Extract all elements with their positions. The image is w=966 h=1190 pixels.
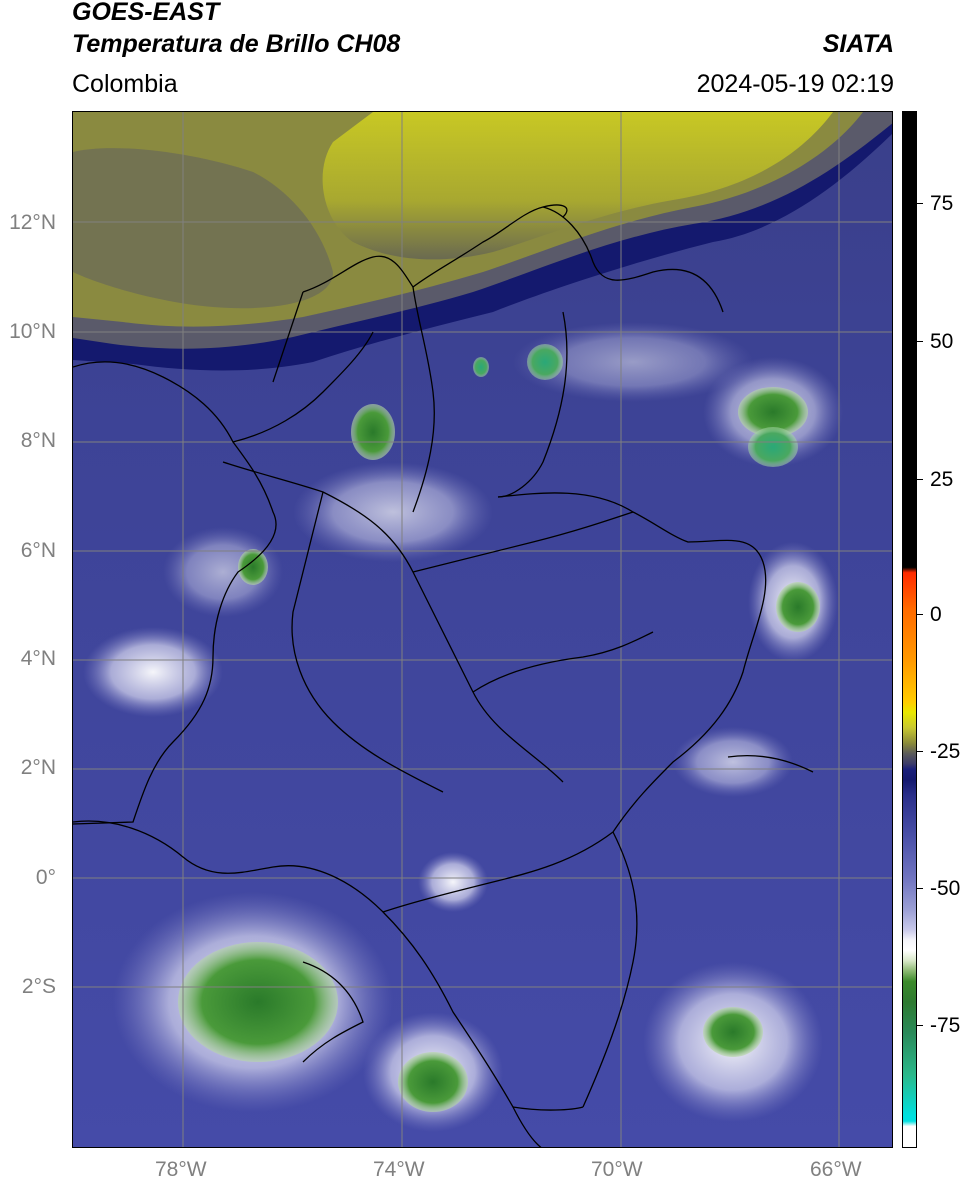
product-title: Temperatura de Brillo CH08 [72, 30, 401, 58]
lat-label: 2°N [20, 756, 56, 779]
colorbar-tick-mark [917, 479, 923, 480]
tri-border [512, 1106, 584, 1111]
lat-label: 4°N [20, 647, 56, 670]
lat-label: 0° [35, 866, 56, 889]
cloud-patch [83, 627, 223, 717]
country-boundaries [73, 204, 814, 1147]
department-line [382, 831, 614, 913]
lat-label: 2°S [21, 975, 56, 998]
convection-cell [238, 549, 268, 585]
map-canvas [73, 112, 892, 1147]
lon-label: 74°W [373, 1158, 425, 1181]
south-boundary [73, 820, 542, 1147]
satellite-map[interactable] [72, 111, 893, 1148]
convection-cell [398, 1052, 468, 1112]
colorbar-tick-label: 75 [930, 192, 954, 215]
department-line [412, 511, 634, 573]
lat-label: 8°N [20, 429, 56, 452]
west-coast-boundary [73, 361, 277, 825]
dry-air-core [322, 112, 833, 260]
region-label: Colombia [72, 70, 178, 98]
department-line [412, 286, 435, 513]
east-boundary [497, 492, 767, 833]
colorbar-tick-label: 25 [930, 468, 954, 491]
amazon-boundary [582, 831, 638, 1108]
colorbar-tick-mark [917, 751, 923, 752]
department-line [727, 755, 814, 773]
colorbar-tick-label: 0 [930, 603, 942, 626]
convection-cell [738, 387, 808, 437]
convection-cell [776, 582, 820, 632]
catatumbo-boundary [497, 311, 568, 498]
department-line [232, 331, 374, 443]
lon-label: 78°W [155, 1158, 207, 1181]
ecuador-line [302, 961, 364, 1063]
dry-air-west [73, 148, 333, 309]
cloud-patch [673, 727, 793, 797]
department-line [272, 291, 304, 383]
convection-cell [351, 404, 395, 460]
convection-cell [703, 1007, 763, 1057]
colorbar-tick-mark [917, 203, 923, 204]
convection-cell [473, 357, 489, 377]
lat-label: 12°N [9, 211, 56, 234]
department-line [472, 631, 654, 693]
cloud-patch [293, 462, 493, 562]
colorbar-tick-label: -75 [930, 1014, 961, 1037]
convection-cell [178, 942, 338, 1062]
lon-label: 70°W [591, 1158, 643, 1181]
timestamp-label: 2024-05-19 02:19 [696, 70, 894, 98]
lon-label: 66°W [810, 1158, 862, 1181]
cloud-patch [418, 852, 488, 912]
colorbar-tick-mark [917, 1025, 923, 1026]
colorbar-tick-mark [917, 614, 923, 615]
colorbar-tick-mark [917, 341, 923, 342]
convection-cell [748, 427, 798, 467]
department-line [291, 491, 444, 793]
colorbar-tick-mark [917, 888, 923, 889]
colorbar-tick-label: -25 [930, 740, 961, 763]
colorbar-tick-label: 50 [930, 330, 954, 353]
brand-label: SIATA [822, 30, 894, 58]
satellite-title: GOES-EAST [72, 0, 220, 26]
convection-cell [527, 344, 563, 380]
cloud-patch [513, 322, 753, 402]
venezuela-coast [542, 206, 724, 313]
colorbar-tick-label: -50 [930, 877, 961, 900]
lat-label: 6°N [20, 539, 56, 562]
temperature-colorbar [902, 111, 917, 1148]
lat-label: 10°N [9, 320, 56, 343]
